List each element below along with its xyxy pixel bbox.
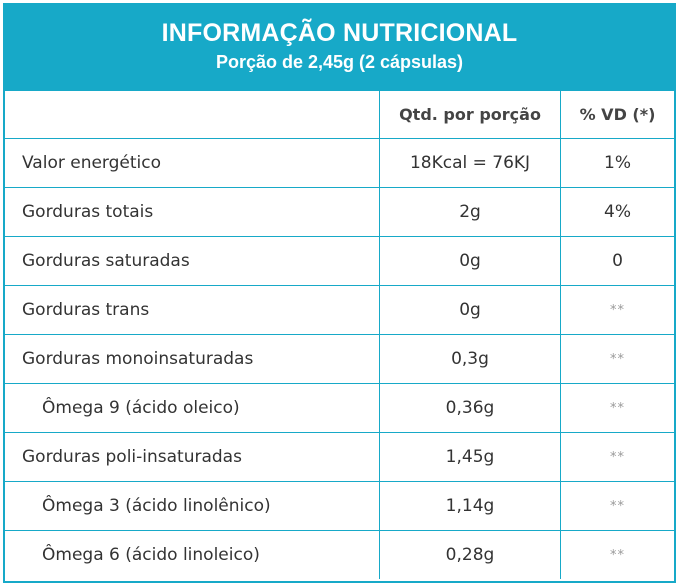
nutrient-vd: ** — [560, 481, 674, 531]
nutrient-qty: 0,28g — [379, 530, 561, 579]
nutrient-qty: 0g — [379, 285, 561, 335]
nutrient-name: Ômega 6 (ácido linoleico) — [42, 545, 260, 565]
nutrient-qty: 2g — [379, 187, 561, 237]
nutrient-qty: 0,36g — [379, 383, 561, 433]
nutrient-vd: ** — [560, 334, 674, 384]
nutrient-qty: 0g — [379, 236, 561, 286]
nutrition-table: Qtd. por porção % VD (*) Valor energétic… — [5, 91, 674, 579]
nutrient-qty: 0,3g — [379, 334, 561, 384]
nutrient-vd: 1% — [560, 138, 674, 188]
nutrient-qty: 18Kcal = 76KJ — [379, 138, 561, 188]
nutrient-name: Ômega 3 (ácido linolênico) — [5, 481, 380, 531]
nutrient-vd: ** — [560, 285, 674, 335]
table-row: Gorduras totais 2g 4% — [5, 187, 674, 237]
nutrient-qty: 1,14g — [379, 481, 561, 531]
table-row: Gorduras poli-insaturadas 1,45g ** — [5, 432, 674, 482]
nutrition-facts-panel: INFORMAÇÃO NUTRICIONAL Porção de 2,45g (… — [3, 3, 676, 583]
nutrition-header: INFORMAÇÃO NUTRICIONAL Porção de 2,45g (… — [5, 5, 674, 91]
nutrient-vd: ** — [560, 383, 674, 433]
header-nutrient — [5, 91, 380, 139]
table-row: Valor energético 18Kcal = 76KJ 1% — [5, 138, 674, 188]
nutrient-name: Gorduras monoinsaturadas — [5, 334, 380, 384]
nutrient-vd: 4% — [560, 187, 674, 237]
nutrient-name: Ômega 9 (ácido oleico) — [5, 383, 380, 433]
table-row: Gorduras monoinsaturadas 0,3g ** — [5, 334, 674, 384]
table-row: Ômega 3 (ácido linolênico) 1,14g ** — [5, 481, 674, 531]
table-row: Ômega 9 (ácido oleico) 0,36g ** — [5, 383, 674, 433]
table-header-row: Qtd. por porção % VD (*) — [5, 91, 674, 139]
serving-size: Porção de 2,45g (2 cápsulas) — [215, 52, 464, 72]
nutrient-name: Gorduras totais — [5, 187, 380, 237]
nutrient-qty: 1,45g — [379, 432, 561, 482]
header-daily-value: % VD (*) — [560, 91, 674, 139]
nutrition-title: INFORMAÇÃO NUTRICIONAL — [161, 19, 518, 47]
nutrient-name: Gorduras poli-insaturadas — [5, 432, 380, 482]
nutrient-name: Gorduras saturadas — [5, 236, 380, 286]
nutrient-name: Gorduras trans — [5, 285, 380, 335]
nutrient-name: Valor energético — [5, 138, 380, 188]
header-qty-per-serving: Qtd. por porção — [379, 91, 561, 139]
nutrient-vd: ** — [560, 530, 674, 579]
table-row: Ômega 6 (ácido linoleico) 0,28g ** — [5, 530, 674, 579]
table-row: Gorduras saturadas 0g 0 — [5, 236, 674, 286]
nutrient-vd: 0 — [560, 236, 674, 286]
nutrient-vd: ** — [560, 432, 674, 482]
table-row: Gorduras trans 0g ** — [5, 285, 674, 335]
